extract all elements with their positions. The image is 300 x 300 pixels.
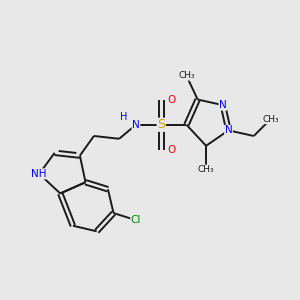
Text: N: N (219, 100, 227, 110)
Text: O: O (168, 145, 176, 155)
Text: CH₃: CH₃ (262, 115, 279, 124)
Text: Cl: Cl (131, 215, 141, 225)
Text: CH₃: CH₃ (178, 71, 195, 80)
Text: O: O (168, 94, 176, 104)
Text: S: S (157, 118, 165, 131)
Text: NH: NH (32, 169, 47, 179)
Text: CH₃: CH₃ (198, 165, 214, 174)
Text: H: H (120, 112, 127, 122)
Text: N: N (132, 120, 140, 130)
Text: N: N (225, 125, 232, 135)
